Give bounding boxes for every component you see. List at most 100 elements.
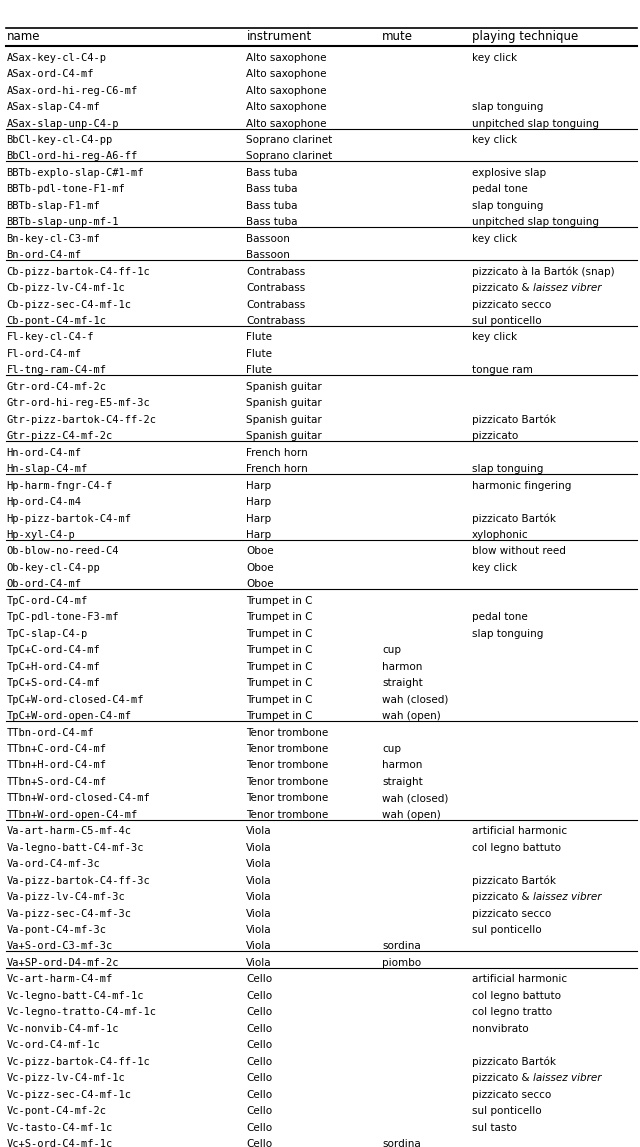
Text: Contrabass: Contrabass [246,266,306,276]
Text: Gtr-ord-hi-reg-E5-mf-3c: Gtr-ord-hi-reg-E5-mf-3c [6,398,150,408]
Text: Cello: Cello [246,1106,273,1116]
Text: Trumpet in C: Trumpet in C [246,662,313,672]
Text: Va+SP-ord-D4-mf-2c: Va+SP-ord-D4-mf-2c [6,958,119,968]
Text: TpC+C-ord-C4-mf: TpC+C-ord-C4-mf [6,646,100,655]
Text: Tenor trombone: Tenor trombone [246,727,329,738]
Text: sul tasto: sul tasto [472,1123,516,1132]
Text: Vc-ord-C4-mf-1c: Vc-ord-C4-mf-1c [6,1040,100,1051]
Text: TTbn+S-ord-C4-mf: TTbn+S-ord-C4-mf [6,777,106,787]
Text: harmon: harmon [382,662,422,672]
Text: Alto saxophone: Alto saxophone [246,69,327,79]
Text: Ob-ord-C4-mf: Ob-ord-C4-mf [6,579,81,590]
Text: laissez vibrer: laissez vibrer [532,283,601,294]
Text: Bass tuba: Bass tuba [246,167,298,178]
Text: artificial harmonic: artificial harmonic [472,975,567,984]
Text: key click: key click [472,563,517,572]
Text: BBTb-explo-slap-C#1-mf: BBTb-explo-slap-C#1-mf [6,167,144,178]
Text: col legno battuto: col legno battuto [472,843,561,852]
Text: Alto saxophone: Alto saxophone [246,86,327,95]
Text: Viola: Viola [246,875,272,885]
Text: Viola: Viola [246,924,272,935]
Text: Vc-pizz-bartok-C4-ff-1c: Vc-pizz-bartok-C4-ff-1c [6,1056,150,1067]
Text: mute: mute [382,30,413,44]
Text: Oboe: Oboe [246,563,274,572]
Text: Trumpet in C: Trumpet in C [246,711,313,721]
Text: Harp: Harp [246,481,271,491]
Text: ASax-key-cl-C4-p: ASax-key-cl-C4-p [6,53,106,63]
Text: ASax-slap-C4-mf: ASax-slap-C4-mf [6,102,100,112]
Text: laissez vibrer: laissez vibrer [532,892,601,902]
Text: slap tonguing: slap tonguing [472,201,543,211]
Text: Fl-key-cl-C4-f: Fl-key-cl-C4-f [6,333,94,343]
Text: Va-legno-batt-C4-mf-3c: Va-legno-batt-C4-mf-3c [6,843,144,852]
Text: Cello: Cello [246,1007,273,1017]
Text: TTbn+C-ord-C4-mf: TTbn+C-ord-C4-mf [6,744,106,754]
Text: TpC+S-ord-C4-mf: TpC+S-ord-C4-mf [6,678,100,688]
Text: unpitched slap tonguing: unpitched slap tonguing [472,217,598,227]
Text: Va-pizz-lv-C4-mf-3c: Va-pizz-lv-C4-mf-3c [6,892,125,902]
Text: Viola: Viola [246,859,272,869]
Text: Cello: Cello [246,1074,273,1083]
Text: Ob-blow-no-reed-C4: Ob-blow-no-reed-C4 [6,546,119,556]
Text: Hp-pizz-bartok-C4-mf: Hp-pizz-bartok-C4-mf [6,514,131,523]
Text: Viola: Viola [246,843,272,852]
Text: Spanish guitar: Spanish guitar [246,382,322,392]
Text: TTbn-ord-C4-mf: TTbn-ord-C4-mf [6,727,94,738]
Text: Cello: Cello [246,975,273,984]
Text: TpC-ord-C4-mf: TpC-ord-C4-mf [6,595,88,606]
Text: key click: key click [472,53,517,63]
Text: Cello: Cello [246,1024,273,1033]
Text: Harp: Harp [246,497,271,507]
Text: sordina: sordina [382,942,421,952]
Text: Trumpet in C: Trumpet in C [246,646,313,655]
Text: slap tonguing: slap tonguing [472,465,543,474]
Text: Tenor trombone: Tenor trombone [246,777,329,787]
Text: key click: key click [472,333,517,343]
Text: Oboe: Oboe [246,546,274,556]
Text: Fl-ord-C4-mf: Fl-ord-C4-mf [6,349,81,359]
Text: explosive slap: explosive slap [472,167,546,178]
Text: wah (open): wah (open) [382,711,441,721]
Text: sordina: sordina [382,1139,421,1147]
Text: pizzicato &: pizzicato & [472,283,532,294]
Text: pizzicato &: pizzicato & [472,892,532,902]
Text: pizzicato Bartók: pizzicato Bartók [472,875,556,885]
Text: piombo: piombo [382,958,421,968]
Text: cup: cup [382,744,401,754]
Text: Tenor trombone: Tenor trombone [246,760,329,771]
Text: artificial harmonic: artificial harmonic [472,826,567,836]
Text: pizzicato: pizzicato [472,431,518,442]
Text: blow without reed: blow without reed [472,546,566,556]
Text: BBTb-slap-unp-mf-1: BBTb-slap-unp-mf-1 [6,217,119,227]
Text: nonvibrato: nonvibrato [472,1024,528,1033]
Text: Trumpet in C: Trumpet in C [246,629,313,639]
Text: Hn-slap-C4-mf: Hn-slap-C4-mf [6,465,88,474]
Text: Soprano clarinet: Soprano clarinet [246,151,333,162]
Text: Spanish guitar: Spanish guitar [246,431,322,442]
Text: Spanish guitar: Spanish guitar [246,415,322,424]
Text: TpC-pdl-tone-F3-mf: TpC-pdl-tone-F3-mf [6,612,119,623]
Text: Va-pizz-sec-C4-mf-3c: Va-pizz-sec-C4-mf-3c [6,908,131,919]
Text: Gtr-pizz-bartok-C4-ff-2c: Gtr-pizz-bartok-C4-ff-2c [6,415,156,424]
Text: Cello: Cello [246,1139,273,1147]
Text: Hp-harm-fngr-C4-f: Hp-harm-fngr-C4-f [6,481,113,491]
Text: Tenor trombone: Tenor trombone [246,744,329,754]
Text: pizzicato secco: pizzicato secco [472,1090,551,1100]
Text: French horn: French horn [246,447,308,458]
Text: Bass tuba: Bass tuba [246,201,298,211]
Text: BbCl-ord-hi-reg-A6-ff: BbCl-ord-hi-reg-A6-ff [6,151,138,162]
Text: TTbn+W-ord-open-C4-mf: TTbn+W-ord-open-C4-mf [6,810,138,820]
Text: TpC-slap-C4-p: TpC-slap-C4-p [6,629,88,639]
Text: straight: straight [382,678,423,688]
Text: Vc-legno-batt-C4-mf-1c: Vc-legno-batt-C4-mf-1c [6,991,144,1001]
Text: Tenor trombone: Tenor trombone [246,810,329,820]
Text: Cb-pizz-lv-C4-mf-1c: Cb-pizz-lv-C4-mf-1c [6,283,125,294]
Text: Bassoon: Bassoon [246,250,291,260]
Text: Va-pont-C4-mf-3c: Va-pont-C4-mf-3c [6,924,106,935]
Text: Gtr-pizz-C4-mf-2c: Gtr-pizz-C4-mf-2c [6,431,113,442]
Text: BBTb-pdl-tone-F1-mf: BBTb-pdl-tone-F1-mf [6,185,125,194]
Text: sul ponticello: sul ponticello [472,924,541,935]
Text: Tenor trombone: Tenor trombone [246,794,329,803]
Text: key click: key click [472,135,517,145]
Text: TpC+H-ord-C4-mf: TpC+H-ord-C4-mf [6,662,100,672]
